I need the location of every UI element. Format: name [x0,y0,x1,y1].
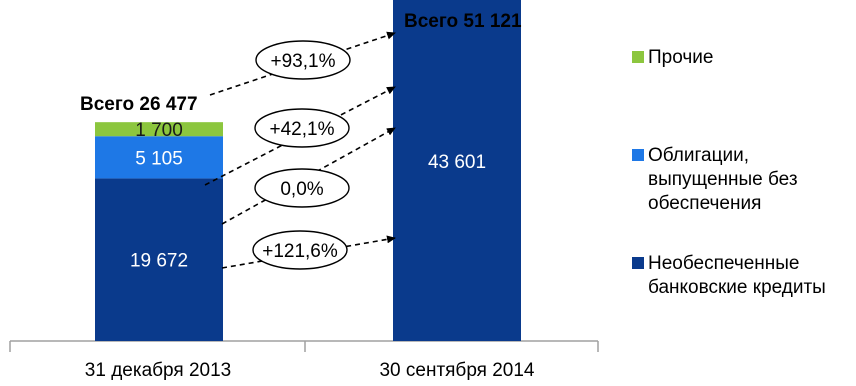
bar-value-label: 19 672 [130,251,188,272]
bar-value-label: 5 105 [135,148,183,169]
bar-segment-bonds [95,136,223,179]
total-label: Всего 51 121 [404,11,522,32]
change-ellipse [255,40,351,80]
legend-label: Облигации, [648,145,749,166]
change-label: +121,6% [262,241,338,262]
change-ellipse [252,230,348,270]
category-label: 30 сентября 2014 [379,360,534,381]
change-label: +42,1% [270,119,335,140]
bar-segment-unsecured-loans [393,0,521,342]
change-arrow [221,235,396,269]
change-arrow [221,127,396,225]
bar-value-label: 43 601 [428,152,486,173]
legend-label: банковские кредиты [648,277,826,298]
legend-label: выпущенные без [648,169,798,190]
bar-value-label: 1 700 [135,120,183,141]
legend-label: обеспечения [648,193,761,214]
legend-label: Прочие [648,47,713,68]
change-ellipse [254,108,350,148]
change-arrow [209,31,396,96]
bar-segment-other [95,122,223,137]
legend-swatch-unsecured-loans [632,257,644,269]
bar-segment-unsecured-loans [95,178,223,341]
legend-label: Необеспеченные [648,253,800,274]
category-label: 31 декабря 2013 [85,360,231,381]
legend-swatch-bonds [632,149,644,161]
change-label: +93,1% [271,51,336,72]
total-label: Всего 26 477 [80,94,198,115]
change-label: 0,0% [280,179,323,200]
change-ellipse [254,168,350,208]
legend-swatch-other [632,51,644,63]
